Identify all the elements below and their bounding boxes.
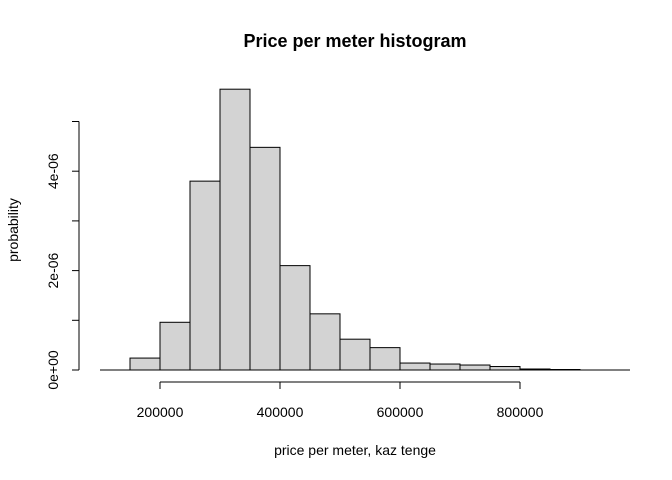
x-tick-label: 600000 <box>377 404 424 420</box>
histogram-bars <box>100 88 630 371</box>
y-axis: 0e+00 2e-06 4e-06 <box>45 121 80 390</box>
y-axis-label: probability <box>5 198 21 262</box>
histogram-bar <box>159 321 191 371</box>
histogram-bar <box>249 146 281 371</box>
y-tick-label: 2e-06 <box>45 252 61 288</box>
histogram-bar <box>369 347 401 371</box>
histogram-bar <box>309 313 341 371</box>
histogram-bar <box>279 265 311 371</box>
histogram-bar <box>339 338 371 371</box>
x-tick-label: 200000 <box>137 404 184 420</box>
histogram-bar <box>399 362 431 371</box>
x-tick-label: 400000 <box>257 404 304 420</box>
histogram-bar <box>219 88 251 371</box>
x-tick-label: 800000 <box>497 404 544 420</box>
histogram-bar <box>459 364 491 371</box>
chart-title: Price per meter histogram <box>243 31 466 51</box>
histogram-bar <box>489 366 521 371</box>
histogram-bar <box>189 180 221 371</box>
y-tick-label: 4e-06 <box>45 153 61 189</box>
x-axis-label: price per meter, kaz tenge <box>274 442 436 458</box>
histogram-bar <box>129 357 161 371</box>
y-tick-label: 0e+00 <box>45 350 61 390</box>
x-axis: 200000 400000 600000 800000 <box>137 381 544 420</box>
histogram-bar <box>429 363 461 371</box>
